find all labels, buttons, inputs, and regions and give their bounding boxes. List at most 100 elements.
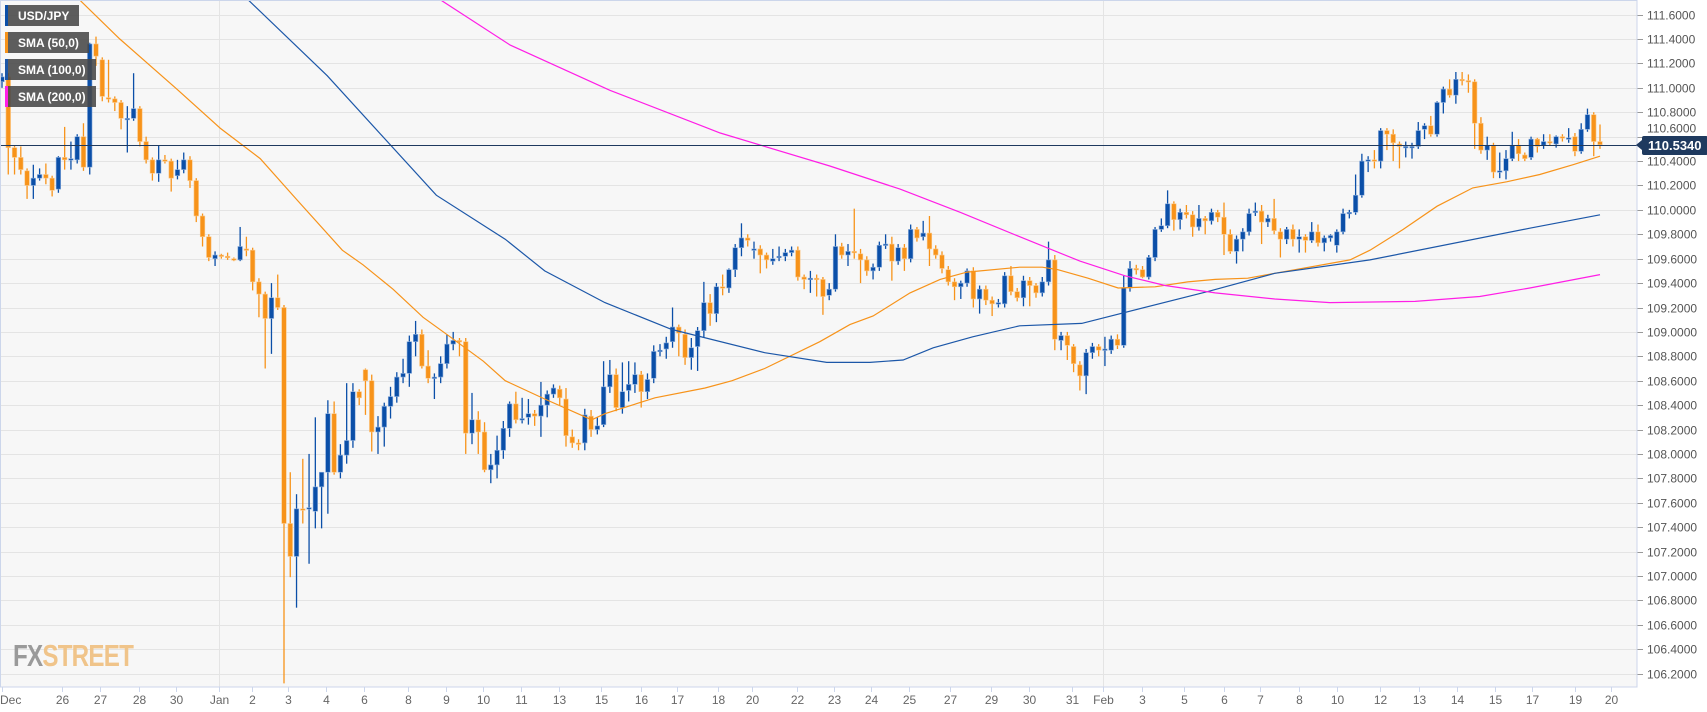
candle-body-up xyxy=(607,374,613,388)
candle xyxy=(1096,344,1102,357)
candle xyxy=(1071,344,1077,373)
x-tick-label: 6 xyxy=(1221,693,1228,707)
candle-body-down xyxy=(11,147,18,158)
candle-body-up xyxy=(469,419,475,434)
y-tick-label: 108.0000 xyxy=(1647,448,1697,462)
x-tick-label: 3 xyxy=(1139,693,1146,707)
candle-body-up xyxy=(776,255,782,259)
x-tick-label: 20 xyxy=(1605,693,1619,707)
candle-body-up xyxy=(694,330,701,347)
x-tick-label: 13 xyxy=(1413,693,1427,707)
candle-body-up xyxy=(1509,144,1515,159)
candle xyxy=(951,278,958,301)
candle xyxy=(1371,150,1377,169)
candle xyxy=(381,402,387,447)
candle xyxy=(231,257,237,262)
candle xyxy=(206,234,212,262)
candle xyxy=(688,338,694,370)
candle xyxy=(995,298,1001,308)
candle-body-up xyxy=(726,269,732,289)
candle-body-down xyxy=(331,413,337,473)
candle-body-up xyxy=(738,237,745,249)
candle-body-up xyxy=(400,373,406,378)
candle-body-down xyxy=(613,374,619,408)
sma-line xyxy=(247,0,1601,363)
legend-sma200-label: SMA (200,0) xyxy=(18,89,86,104)
candle-body-down xyxy=(575,442,582,445)
candle xyxy=(751,241,757,259)
legend-symbol[interactable]: USD/JPY xyxy=(5,5,80,26)
candle-body-down xyxy=(275,297,281,308)
candle xyxy=(1302,234,1309,253)
candle-body-down xyxy=(814,277,820,281)
candle xyxy=(651,345,657,384)
y-tick-label: 107.6000 xyxy=(1647,497,1697,511)
candle-body-down xyxy=(287,523,293,557)
legend-sma100[interactable]: SMA (100,0) xyxy=(5,59,96,80)
candle xyxy=(131,73,137,121)
candle xyxy=(174,159,181,180)
candle-body-down xyxy=(1014,291,1020,299)
candle-body-up xyxy=(174,169,181,177)
candle xyxy=(506,401,513,437)
candle-body-down xyxy=(914,229,920,239)
candle-body-up xyxy=(832,246,839,290)
candle-body-down xyxy=(1465,80,1471,83)
x-tick-label: Dec xyxy=(0,693,21,707)
moving-averages xyxy=(78,0,1601,421)
candle xyxy=(1315,224,1321,247)
y-tick-label: 109.6000 xyxy=(1647,253,1697,267)
candle-body-down xyxy=(456,340,463,343)
candle xyxy=(1453,71,1459,104)
candle xyxy=(669,307,676,348)
candle-body-up xyxy=(632,374,638,385)
candle xyxy=(350,383,356,448)
candle-body-up xyxy=(1566,137,1572,140)
candle xyxy=(275,274,281,310)
candle-body-up xyxy=(1240,231,1246,240)
candle-body-up xyxy=(550,387,557,395)
candle-body-down xyxy=(1171,203,1177,220)
candle xyxy=(469,392,475,445)
candle xyxy=(644,373,651,400)
candle-body-up xyxy=(600,386,607,425)
y-tick-label: 111.0000 xyxy=(1647,82,1696,96)
candle-body-down xyxy=(745,237,751,241)
y-tick-label: 107.4000 xyxy=(1647,521,1697,535)
y-tick-label: 111.2000 xyxy=(1647,57,1696,71)
legend-sma50[interactable]: SMA (50,0) xyxy=(5,32,89,53)
candle xyxy=(237,226,243,262)
candle xyxy=(663,336,669,359)
candle xyxy=(1002,272,1008,308)
candle xyxy=(1139,266,1146,279)
candle xyxy=(1559,134,1565,142)
candle xyxy=(143,136,149,164)
candle-body-down xyxy=(1447,88,1453,96)
candle-body-up xyxy=(212,254,218,259)
candle-body-up xyxy=(908,229,914,259)
candle xyxy=(312,417,318,529)
candle-body-down xyxy=(1428,125,1434,135)
candle xyxy=(1447,79,1453,98)
candle xyxy=(337,444,344,479)
candle-body-down xyxy=(300,508,306,511)
candle-body-down xyxy=(989,299,995,305)
candle xyxy=(369,374,375,452)
candle xyxy=(870,263,876,280)
candle-body-up xyxy=(181,159,187,170)
candle-body-up xyxy=(644,379,651,392)
x-tick-label: 19 xyxy=(1569,693,1583,707)
candle xyxy=(857,248,864,284)
legend-sma200[interactable]: SMA (200,0) xyxy=(5,86,96,107)
fxstreet-logo: FXSTREET xyxy=(13,638,134,674)
candle xyxy=(1052,255,1058,351)
y-tick-label: 107.0000 xyxy=(1647,570,1697,584)
candle-body-down xyxy=(118,102,124,119)
candle xyxy=(30,164,36,199)
candle xyxy=(1284,226,1290,245)
candle-body-up xyxy=(895,247,901,262)
candle-body-down xyxy=(638,374,644,392)
candle xyxy=(68,141,74,170)
candle-body-up xyxy=(1497,170,1503,173)
candle-body-up xyxy=(381,406,387,428)
